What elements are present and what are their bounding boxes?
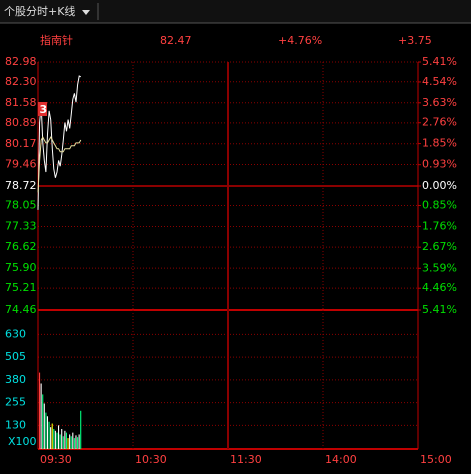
y-tick-label: 80.17 xyxy=(5,137,37,150)
volume-bar xyxy=(46,416,49,449)
y-tick-label: 76.62 xyxy=(5,240,37,253)
y2-tick-label: 3.63% xyxy=(422,96,457,109)
x-tick-label: 09:30 xyxy=(40,453,72,466)
volume-bar xyxy=(75,435,77,449)
y2-tick-label: 0.00% xyxy=(422,179,457,192)
y2-tick-label: 0.85% xyxy=(422,198,457,211)
y2-tick-label: 5.41% xyxy=(422,303,457,316)
y-tick-label: 75.21 xyxy=(5,281,37,294)
volume-bar xyxy=(80,410,82,449)
volume-bar xyxy=(69,434,71,449)
y-tick-label: 79.46 xyxy=(5,157,37,170)
y-tick-label: 130 xyxy=(5,418,26,431)
marker-box[interactable] xyxy=(38,102,47,116)
volume-bar xyxy=(72,432,74,449)
volume-bar xyxy=(70,436,72,449)
x-tick-label: 11:30 xyxy=(230,453,262,466)
volume-bar xyxy=(53,428,55,449)
y2-tick-label: 4.54% xyxy=(422,75,457,88)
y2-tick-label: 1.76% xyxy=(422,219,457,232)
y2-tick-label: 0.93% xyxy=(422,158,457,171)
y2-tick-label: 5.41% xyxy=(422,55,457,68)
y2-tick-label: 2.67% xyxy=(422,240,457,253)
volume-bar xyxy=(65,432,68,449)
volume-bar xyxy=(50,427,52,449)
volume-unit: X100 xyxy=(8,435,37,448)
change: +3.75 xyxy=(398,34,432,47)
y-tick-label: 505 xyxy=(5,350,26,363)
volume-bar xyxy=(59,434,61,449)
dropdown-arrow[interactable] xyxy=(82,10,90,15)
y-tick-label: 380 xyxy=(5,373,26,386)
series-line xyxy=(37,75,82,210)
panel-title[interactable]: 个股分时+K线 xyxy=(4,4,75,18)
y2-tick-label: 2.76% xyxy=(422,116,457,129)
y-tick-label: 78.05 xyxy=(5,199,37,212)
y-tick-label: 82.30 xyxy=(5,75,37,88)
last-price: 82.47 xyxy=(160,34,192,47)
y-tick-label: 81.58 xyxy=(5,96,37,109)
volume-bar xyxy=(39,372,41,449)
y-tick-label: 255 xyxy=(5,396,26,409)
volume-bar xyxy=(43,403,45,449)
volume-bar xyxy=(78,434,80,449)
change-pct: +4.76% xyxy=(278,34,322,47)
y2-tick-label: 1.85% xyxy=(422,137,457,150)
y-tick-label: 74.46 xyxy=(5,303,37,316)
volume-bar xyxy=(67,438,69,449)
top-bar xyxy=(0,0,471,23)
volume-bar xyxy=(77,437,79,449)
volume-bar xyxy=(62,436,64,449)
volume-bar xyxy=(58,425,60,449)
y-tick-label: 630 xyxy=(5,327,26,340)
y-tick-label: 82.98 xyxy=(5,55,37,68)
x-tick-label: 10:30 xyxy=(135,453,167,466)
volume-bar xyxy=(40,383,42,449)
volume-bar xyxy=(48,421,50,449)
x-tick-label: 14:00 xyxy=(325,453,357,466)
y-tick-label: 77.33 xyxy=(5,219,37,232)
y-tick-label: 80.89 xyxy=(5,116,37,129)
x-tick-label: 15:00 xyxy=(420,453,452,466)
volume-bar xyxy=(73,438,75,449)
series-line xyxy=(37,136,82,193)
volume-bar xyxy=(45,412,47,449)
volume-bar xyxy=(54,430,56,449)
y2-tick-label: 4.46% xyxy=(422,281,457,294)
marker[interactable]: 3 xyxy=(40,103,48,116)
volume-bar xyxy=(64,430,66,449)
y2-tick-label: 3.59% xyxy=(422,261,457,274)
y-tick-label: 75.90 xyxy=(5,261,37,274)
stock-name: 指南针 xyxy=(40,33,73,47)
volume-bar xyxy=(56,432,58,449)
volume-bar xyxy=(61,428,63,449)
y-tick-label: 78.72 xyxy=(5,179,37,192)
volume-bar xyxy=(51,423,53,449)
volume-bar xyxy=(42,394,44,449)
